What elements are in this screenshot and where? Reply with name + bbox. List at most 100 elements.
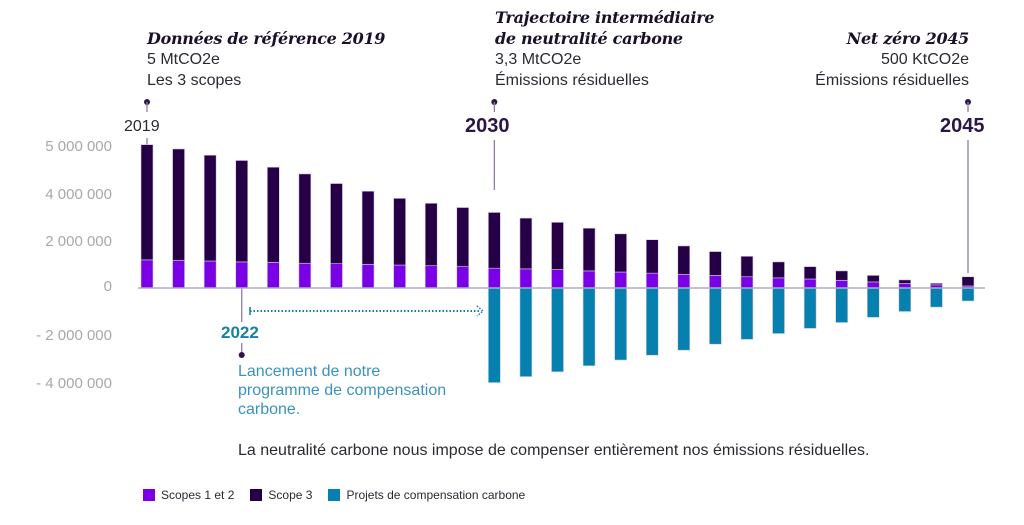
bar-compensation-2043 xyxy=(898,287,912,312)
bar-compensation-2044 xyxy=(930,287,943,308)
bar-scope12-2040 xyxy=(803,278,817,289)
bar-compensation-2040 xyxy=(803,287,817,329)
legend: Scopes 1 et 2 Scope 3 Projets de compens… xyxy=(143,488,535,502)
legend-item-scope12: Scopes 1 et 2 xyxy=(143,488,234,502)
bar-scope12-2029 xyxy=(456,266,470,289)
launch-text-line3: carbone. xyxy=(238,401,301,418)
bar-scope12-2031 xyxy=(519,268,533,289)
bars xyxy=(140,144,975,383)
bar-compensation-2038 xyxy=(740,287,754,340)
intermediate-title-line1: Trajectoire intermédiaire xyxy=(495,8,715,27)
bar-scope3-2022 xyxy=(235,160,249,263)
bar-scope3-2040 xyxy=(803,266,817,280)
legend-swatch-scope12 xyxy=(143,489,155,501)
bar-compensation-2039 xyxy=(772,287,785,334)
bar-scope12-2042 xyxy=(866,281,880,289)
y-tick-label: 5 000 000 xyxy=(45,138,112,155)
bar-scope12-2026 xyxy=(361,264,375,289)
bar-scope3-2045 xyxy=(961,276,975,287)
bar-scope3-2025 xyxy=(330,183,343,265)
legend-swatch-compensation xyxy=(328,489,341,501)
year-label-2019: 2019 xyxy=(124,118,160,135)
bar-scope12-2030 xyxy=(488,267,501,289)
bar-compensation-2033 xyxy=(582,287,596,367)
footnote: La neutralité carbone nous impose de com… xyxy=(238,442,870,459)
y-tick-label: 2 000 000 xyxy=(45,233,112,250)
bar-compensation-2037 xyxy=(709,287,722,345)
bar-scope3-2029 xyxy=(456,207,470,267)
bar-scope12-2032 xyxy=(551,269,564,289)
y-tick-label: - 4 000 000 xyxy=(36,375,112,392)
year-markers xyxy=(144,99,971,358)
bar-scope12-2021 xyxy=(203,260,217,289)
netzero-residual-text: Émissions résiduelles xyxy=(815,72,969,89)
launch-arrow-head xyxy=(476,305,485,317)
bar-scope3-2036 xyxy=(677,245,691,275)
intermediate-value: 3,3 MtCO2e xyxy=(495,51,582,68)
launch-text-line1: Lancement de notre xyxy=(238,363,381,380)
bar-scope3-2019 xyxy=(140,144,154,261)
bar-compensation-2031 xyxy=(519,287,533,377)
year-label-2022: 2022 xyxy=(221,323,259,342)
bar-scope3-2035 xyxy=(645,239,659,274)
legend-swatch-scope3 xyxy=(250,489,263,501)
bar-scope3-2038 xyxy=(740,255,754,278)
baseline-scope-text: Les 3 scopes xyxy=(147,72,242,89)
bar-scope12-2036 xyxy=(677,274,691,289)
legend-label-scope3: Scope 3 xyxy=(268,488,313,502)
bar-scope12-2034 xyxy=(614,271,627,289)
bar-scope3-2042 xyxy=(866,275,880,283)
year-label-2045: 2045 xyxy=(940,115,985,137)
bar-compensation-2045 xyxy=(961,287,975,302)
bar-scope12-2039 xyxy=(772,277,785,289)
year-label-2030: 2030 xyxy=(465,115,510,137)
bar-scope12-2033 xyxy=(582,270,596,289)
bar-compensation-2042 xyxy=(866,287,880,318)
marker-dot-2022 xyxy=(238,352,245,358)
launch-text: Lancement de notre programme de compensa… xyxy=(238,362,446,419)
bar-scope12-2035 xyxy=(645,272,659,289)
bar-scope12-2019 xyxy=(140,259,154,289)
baseline-title: Données de référence 2019 xyxy=(147,29,386,48)
bar-scope12-2025 xyxy=(330,263,343,289)
bar-scope3-2023 xyxy=(267,166,280,263)
legend-label-scope12: Scopes 1 et 2 xyxy=(161,488,235,502)
bar-scope12-2028 xyxy=(424,265,438,289)
bar-scope3-2024 xyxy=(298,173,312,264)
bar-scope3-2033 xyxy=(582,227,596,272)
bar-scope3-2034 xyxy=(614,233,627,273)
bar-scope3-2028 xyxy=(424,202,438,267)
bar-scope3-2030 xyxy=(488,212,501,269)
bar-scope3-2031 xyxy=(519,217,533,270)
bar-scope3-2041 xyxy=(835,270,848,281)
netzero-value: 500 KtCO2e xyxy=(880,51,969,68)
bar-scope3-2044 xyxy=(930,282,943,286)
bar-scope3-2037 xyxy=(709,251,722,276)
y-tick-label: 4 000 000 xyxy=(45,186,112,203)
netzero-title: Net zéro 2045 xyxy=(846,29,970,48)
bar-scope3-2032 xyxy=(551,222,564,270)
bar-scope12-2022 xyxy=(235,261,249,289)
legend-item-compensation: Projets de compensation carbone xyxy=(328,488,525,502)
launch-arrow-icon xyxy=(249,305,485,317)
bar-scope3-2039 xyxy=(772,261,785,279)
bar-scope12-2037 xyxy=(709,275,722,289)
bar-scope12-2020 xyxy=(172,260,185,289)
bar-scope3-2043 xyxy=(898,279,912,284)
legend-label-compensation: Projets de compensation carbone xyxy=(346,488,526,502)
bar-compensation-2034 xyxy=(614,287,627,361)
bar-compensation-2041 xyxy=(835,287,848,323)
y-tick-label: 0 xyxy=(103,278,112,295)
bar-scope12-2041 xyxy=(835,280,848,289)
bar-scope3-2021 xyxy=(203,154,217,262)
bar-compensation-2035 xyxy=(645,287,659,356)
bar-scope12-2038 xyxy=(740,276,754,289)
launch-text-line2: programme de compensation xyxy=(238,382,447,399)
bar-compensation-2036 xyxy=(677,287,691,351)
bar-scope3-2027 xyxy=(393,198,406,266)
bar-compensation-2030 xyxy=(488,287,501,383)
bar-scope12-2023 xyxy=(267,262,280,289)
baseline-value: 5 MtCO2e xyxy=(147,51,220,68)
bar-scope12-2024 xyxy=(298,262,312,289)
legend-item-scope3: Scope 3 xyxy=(250,488,312,502)
